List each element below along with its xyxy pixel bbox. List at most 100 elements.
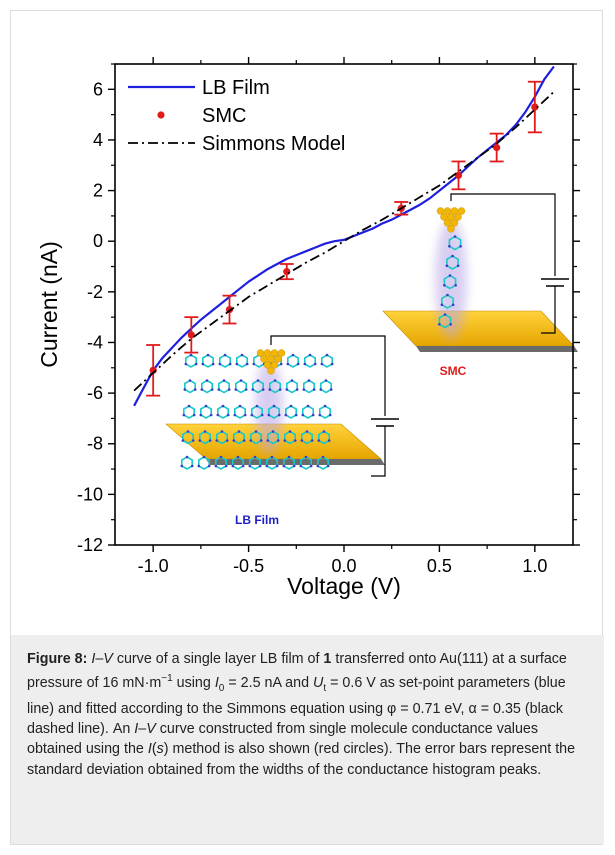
ring — [201, 379, 213, 394]
caption-text: I–V curve of a single layer LB film of 1… — [27, 651, 576, 778]
atom — [288, 430, 292, 433]
atom — [329, 388, 333, 391]
atom — [198, 439, 202, 442]
atom — [249, 439, 253, 442]
atom — [276, 439, 280, 442]
atom — [320, 362, 324, 366]
atom — [188, 379, 192, 382]
atom — [250, 413, 254, 417]
ring — [251, 405, 263, 419]
ring — [233, 430, 245, 445]
atom — [181, 439, 185, 442]
atom — [328, 413, 332, 417]
atom — [248, 464, 252, 468]
atom — [317, 439, 321, 442]
atom — [286, 362, 290, 366]
ring — [302, 379, 316, 394]
ring — [316, 456, 330, 470]
atom — [194, 362, 198, 366]
atom — [318, 413, 322, 417]
atom — [241, 464, 245, 468]
y-tick-label: 4 — [93, 130, 103, 150]
caption-label: Figure 8: — [27, 651, 88, 667]
atom — [324, 379, 328, 382]
atom — [184, 362, 188, 366]
lb-molecule — [231, 353, 249, 470]
ring — [266, 456, 279, 470]
y-tick-label: -12 — [77, 535, 103, 555]
atom — [203, 430, 207, 433]
smc-stm-tip — [436, 207, 466, 233]
atom — [214, 464, 218, 468]
atom — [189, 353, 193, 357]
atom — [225, 439, 229, 442]
y-tick-label: -6 — [87, 383, 103, 403]
atom — [193, 388, 197, 391]
legend: LB Film SMC Simmons Model — [128, 77, 345, 155]
smc-battery — [541, 278, 569, 287]
smc-gold-substrate-edge — [416, 346, 578, 352]
atom — [445, 264, 449, 268]
ring — [266, 430, 280, 445]
atom — [242, 439, 246, 442]
atom — [233, 413, 237, 417]
atom — [201, 362, 205, 366]
atom — [453, 235, 457, 238]
atom — [438, 322, 441, 326]
atom — [293, 439, 297, 442]
smc-molecule — [438, 235, 462, 329]
figure-caption: Figure 8: I–V curve of a single layer LB… — [11, 635, 604, 844]
y-axis-label: Current (nA) — [36, 241, 62, 368]
smc-point — [454, 171, 463, 179]
ring — [268, 379, 282, 394]
atom — [265, 464, 269, 468]
atom — [290, 379, 294, 382]
tip-atom — [267, 367, 275, 375]
ring — [217, 405, 229, 419]
ring — [215, 456, 227, 470]
atom — [197, 464, 201, 468]
atom — [301, 413, 305, 417]
atom — [307, 379, 311, 382]
ring — [446, 255, 459, 270]
atom — [454, 283, 457, 287]
ring — [443, 274, 457, 290]
atom — [232, 439, 236, 442]
lb-gold-substrate-edge — [206, 459, 385, 465]
atom — [223, 353, 227, 357]
tip-atom — [274, 355, 282, 363]
ring — [198, 456, 210, 470]
atom — [261, 388, 265, 391]
lb-molecule — [248, 353, 266, 470]
smc-wire-bottom — [541, 286, 556, 334]
legend-smc-swatch — [157, 111, 165, 119]
atom — [221, 404, 225, 408]
schematic-insets — [165, 193, 578, 477]
atom — [443, 283, 446, 287]
lb-molecule — [180, 353, 198, 470]
smc-gold-substrate — [382, 310, 575, 347]
ring — [250, 430, 262, 445]
ring — [183, 405, 195, 419]
atom — [252, 362, 256, 366]
x-tick-label: -1.0 — [138, 556, 169, 576]
atom — [321, 455, 325, 459]
atom — [244, 388, 248, 391]
ring — [252, 379, 264, 394]
atom — [240, 353, 244, 357]
x-tick-label: 0.0 — [331, 556, 356, 576]
atom — [210, 388, 214, 391]
atom — [456, 264, 460, 268]
atom — [295, 388, 299, 391]
atom — [277, 413, 281, 417]
atom — [292, 464, 296, 468]
lb-wire-bottom — [371, 426, 386, 477]
atom — [226, 413, 230, 417]
ring — [185, 354, 197, 368]
ring — [303, 354, 317, 368]
ring — [184, 379, 196, 394]
atom — [218, 362, 222, 366]
atom — [296, 362, 300, 366]
atom — [272, 404, 276, 408]
atom — [319, 388, 323, 391]
